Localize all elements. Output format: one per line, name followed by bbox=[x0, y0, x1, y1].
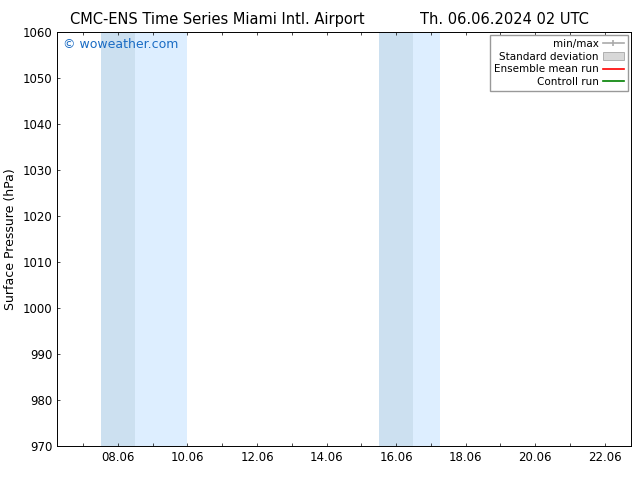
Text: Th. 06.06.2024 02 UTC: Th. 06.06.2024 02 UTC bbox=[420, 12, 589, 27]
Bar bbox=[101, 32, 135, 446]
Bar bbox=[413, 32, 439, 446]
Bar bbox=[135, 32, 188, 446]
Text: CMC-ENS Time Series Miami Intl. Airport: CMC-ENS Time Series Miami Intl. Airport bbox=[70, 12, 365, 27]
Legend: min/max, Standard deviation, Ensemble mean run, Controll run: min/max, Standard deviation, Ensemble me… bbox=[489, 35, 628, 91]
Bar bbox=[378, 32, 413, 446]
Text: © woweather.com: © woweather.com bbox=[63, 38, 178, 51]
Y-axis label: Surface Pressure (hPa): Surface Pressure (hPa) bbox=[4, 168, 17, 310]
